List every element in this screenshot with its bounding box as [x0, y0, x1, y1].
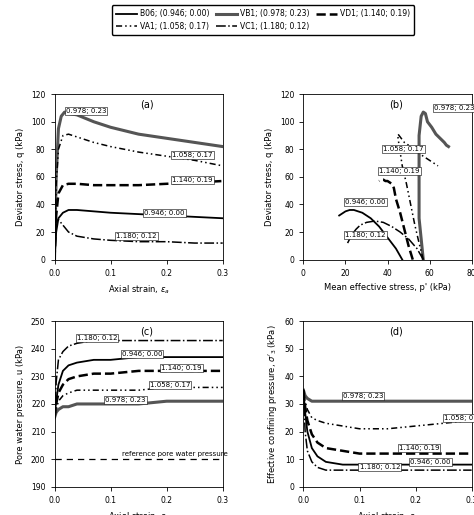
X-axis label: Axial strain, $\varepsilon_a$: Axial strain, $\varepsilon_a$ — [356, 510, 419, 515]
Text: 1.140; 0.19: 1.140; 0.19 — [172, 177, 213, 183]
Text: 1.058; 0.17: 1.058; 0.17 — [383, 146, 424, 152]
Text: 0.946; 0.00: 0.946; 0.00 — [346, 199, 386, 204]
Y-axis label: Deviator stress, q (kPa): Deviator stress, q (kPa) — [17, 128, 26, 226]
X-axis label: Axial strain, $\varepsilon_a$: Axial strain, $\varepsilon_a$ — [108, 510, 170, 515]
Text: 1.058; 0.17: 1.058; 0.17 — [150, 382, 191, 388]
Text: 0.978; 0.23: 0.978; 0.23 — [66, 108, 106, 114]
Y-axis label: Effective confining pressure, $\sigma'_3$ (kPa): Effective confining pressure, $\sigma'_3… — [266, 324, 279, 484]
Text: 1.140; 0.19: 1.140; 0.19 — [399, 445, 439, 451]
Y-axis label: Pore water pressure, u (kPa): Pore water pressure, u (kPa) — [17, 345, 26, 464]
Text: (c): (c) — [140, 326, 154, 336]
Text: 0.978; 0.23: 0.978; 0.23 — [343, 393, 383, 399]
Y-axis label: Deviator stress, q (kPa): Deviator stress, q (kPa) — [265, 128, 274, 226]
Text: 0.946; 0.00: 0.946; 0.00 — [144, 210, 185, 216]
Text: 0.978; 0.23: 0.978; 0.23 — [105, 397, 146, 403]
X-axis label: Mean effective stress, p' (kPa): Mean effective stress, p' (kPa) — [324, 283, 451, 292]
Text: 1.058; 0.17: 1.058; 0.17 — [444, 415, 474, 421]
Legend: B06; (0.946; 0.00), VA1; (1.058; 0.17), VB1; (0.978; 0.23), VC1; (1.180; 0.12), : B06; (0.946; 0.00), VA1; (1.058; 0.17), … — [112, 5, 414, 35]
Text: 0.946; 0.00: 0.946; 0.00 — [410, 459, 450, 465]
Text: 1.180; 0.12: 1.180; 0.12 — [359, 465, 400, 470]
Text: 1.058; 0.17: 1.058; 0.17 — [172, 152, 213, 158]
Text: 0.946; 0.00: 0.946; 0.00 — [122, 351, 162, 357]
Text: 1.140; 0.19: 1.140; 0.19 — [379, 168, 419, 175]
Text: reference pore water pressure: reference pore water pressure — [122, 451, 228, 457]
Text: 0.978; 0.23: 0.978; 0.23 — [434, 105, 474, 111]
X-axis label: Axial strain, $\varepsilon_a$: Axial strain, $\varepsilon_a$ — [108, 283, 170, 296]
Text: (a): (a) — [140, 99, 154, 109]
Text: 1.140; 0.19: 1.140; 0.19 — [161, 365, 201, 371]
Text: (d): (d) — [389, 326, 403, 336]
Text: 1.180; 0.12: 1.180; 0.12 — [116, 233, 157, 239]
Text: 1.180; 0.12: 1.180; 0.12 — [346, 232, 386, 238]
Text: (b): (b) — [389, 99, 403, 109]
Text: 1.180; 0.12: 1.180; 0.12 — [77, 335, 118, 341]
